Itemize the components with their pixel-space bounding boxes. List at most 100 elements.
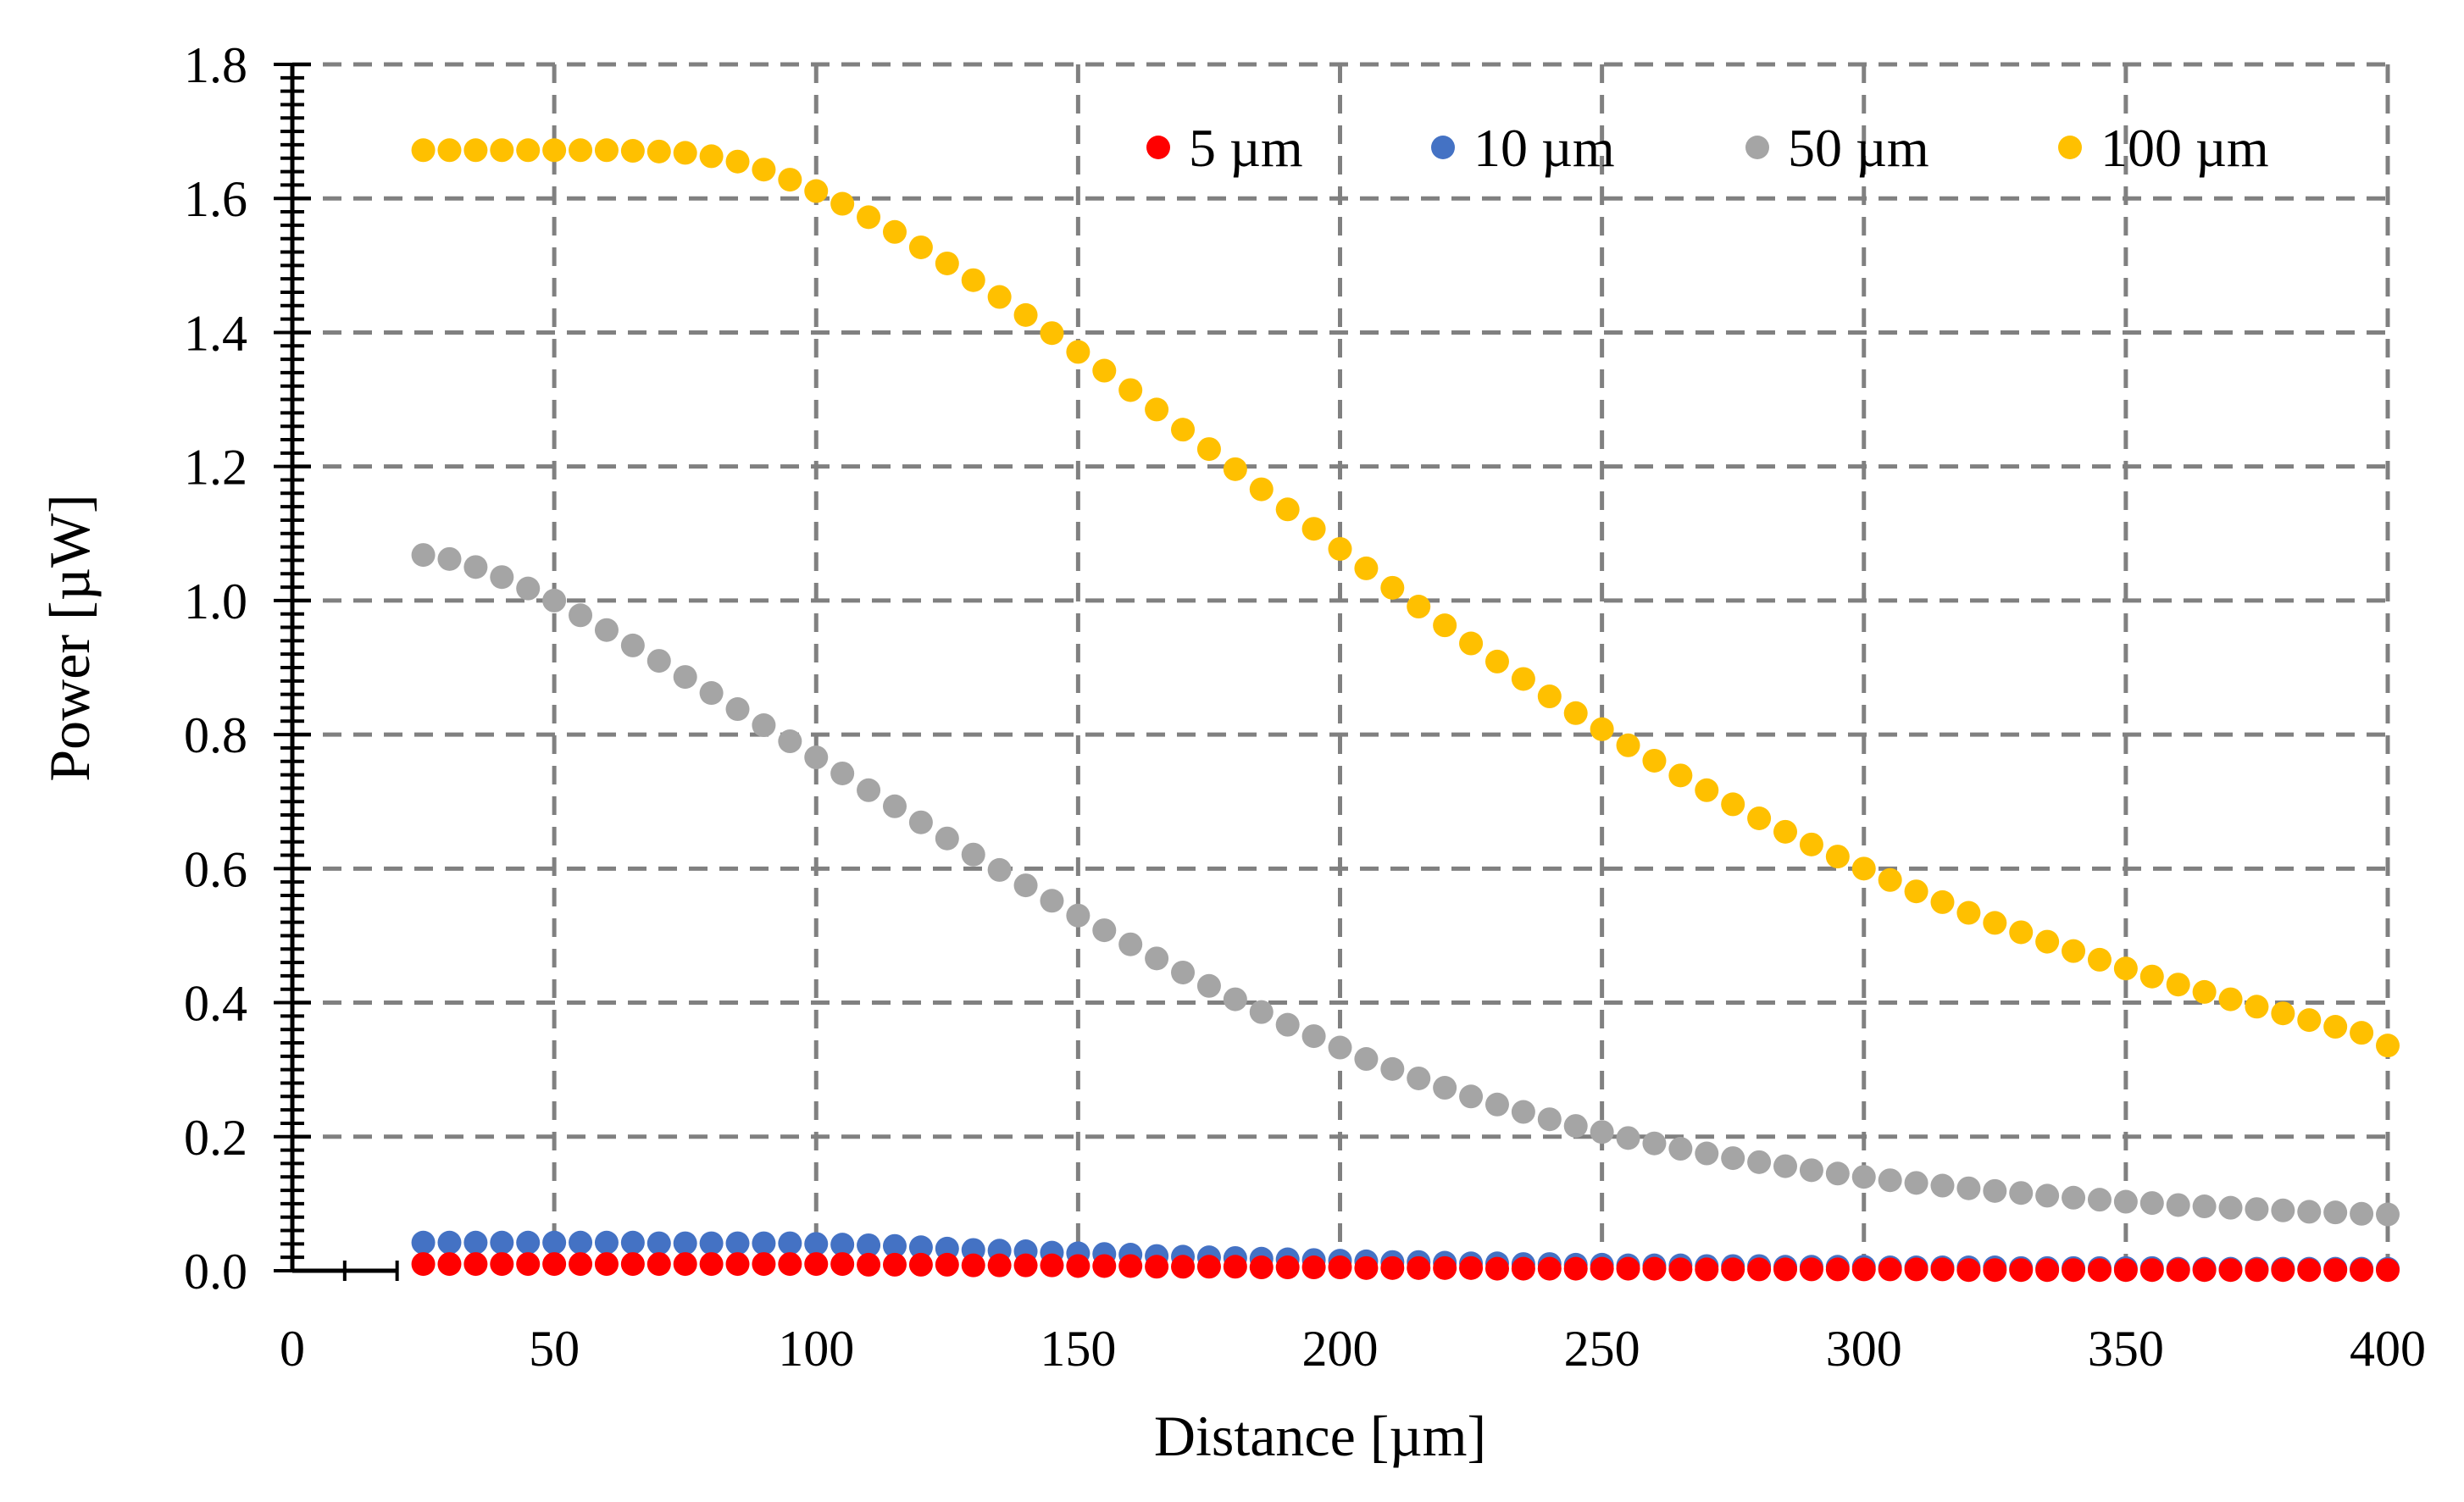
data-point (1380, 1255, 1405, 1280)
data-point (1275, 1012, 1300, 1037)
x-axis-ticks: 0 50 100 150 200 250 300 350 400 (280, 1261, 2426, 1377)
data-point (752, 1231, 776, 1255)
data-point (2350, 1021, 2374, 1045)
data-point (857, 1252, 881, 1277)
data-point (1747, 1150, 1772, 1174)
data-point (1983, 1178, 2007, 1203)
data-point (2113, 1189, 2138, 1214)
legend-marker (1431, 136, 1455, 159)
data-point (1433, 1076, 1457, 1100)
data-point (2009, 1181, 2034, 1205)
data-point (2009, 920, 2034, 945)
y-tick-label: 0.8 (184, 707, 247, 763)
data-point (1616, 1126, 1640, 1150)
data-point (2139, 1191, 2164, 1216)
data-point (1407, 1066, 1431, 1090)
data-point (437, 138, 462, 163)
data-point (2245, 995, 2269, 1019)
data-point (935, 251, 959, 275)
gridlines (292, 62, 2390, 1271)
data-point (804, 1252, 829, 1277)
data-point (1459, 631, 1484, 656)
data-point (1040, 321, 1064, 346)
data-point (1459, 1084, 1484, 1109)
data-point (1040, 1253, 1064, 1278)
data-point (725, 1231, 750, 1255)
data-point (569, 1230, 593, 1255)
data-point (1878, 1168, 1902, 1193)
data-point (673, 141, 697, 165)
data-point (1407, 595, 1431, 619)
data-point (1983, 911, 2007, 935)
data-point (1773, 819, 1798, 844)
series-100-m (411, 138, 2400, 1058)
data-point (1799, 1257, 1823, 1282)
data-point (1563, 1114, 1588, 1139)
data-point (2297, 1200, 2322, 1224)
data-point (1825, 1257, 1850, 1282)
data-point (2376, 1258, 2400, 1283)
data-point (1642, 1256, 1667, 1281)
data-point (1983, 1258, 2007, 1283)
data-point (1196, 973, 1221, 998)
data-point (1040, 889, 1064, 913)
data-point (620, 139, 645, 164)
legend-label: 10 µm (1473, 118, 1615, 178)
data-point (647, 1252, 671, 1277)
legend-marker (2058, 136, 2082, 159)
data-point (1380, 1056, 1405, 1081)
data-point (1773, 1154, 1798, 1178)
x-tick-label: 0 (280, 1321, 305, 1377)
y-tick-label: 1.0 (184, 574, 247, 629)
data-point (1590, 1256, 1614, 1281)
data-point (1196, 437, 1221, 462)
data-point (437, 1230, 462, 1255)
data-point (1851, 1257, 1876, 1282)
data-point (752, 713, 776, 738)
data-point (2166, 1193, 2190, 1217)
data-point (2113, 1258, 2138, 1283)
data-point (1092, 358, 1117, 383)
x-tick-label: 300 (1826, 1321, 1902, 1377)
y-tick-label: 1.2 (184, 440, 247, 496)
data-point (2245, 1197, 2269, 1222)
data-point (2192, 979, 2217, 1004)
data-point (1118, 932, 1143, 956)
data-point (1066, 340, 1090, 364)
data-point (1695, 1257, 1719, 1282)
data-point (594, 1230, 619, 1255)
data-point (1301, 1255, 1326, 1280)
data-point (2323, 1200, 2348, 1225)
data-point (2139, 1258, 2164, 1283)
data-point (411, 543, 436, 568)
data-point (830, 1252, 855, 1277)
y-tick-label: 0.0 (184, 1244, 247, 1300)
x-tick-label: 50 (529, 1321, 580, 1377)
data-point (490, 138, 514, 163)
data-point (516, 1252, 541, 1277)
data-point (699, 681, 724, 706)
data-point (594, 138, 619, 163)
data-point (2297, 1258, 2322, 1283)
data-point (752, 1252, 776, 1277)
data-point (2166, 1258, 2190, 1283)
data-point (2087, 1258, 2112, 1283)
y-tick-label: 0.2 (184, 1110, 247, 1166)
data-point (961, 842, 985, 867)
data-point (1092, 918, 1117, 943)
data-point (1825, 1161, 1850, 1186)
y-tick-label: 0.4 (184, 976, 247, 1032)
data-point (463, 555, 488, 579)
y-tick-label: 1.4 (184, 305, 247, 361)
data-point (908, 810, 933, 834)
data-point (1747, 1257, 1772, 1282)
data-point (1878, 867, 1902, 892)
data-point (1695, 778, 1719, 802)
data-point (987, 857, 1012, 882)
data-point (1013, 873, 1038, 898)
data-point (542, 1230, 567, 1255)
data-point (594, 618, 619, 642)
data-point (1171, 960, 1196, 984)
data-point (1930, 1173, 1955, 1198)
data-point (1013, 302, 1038, 327)
